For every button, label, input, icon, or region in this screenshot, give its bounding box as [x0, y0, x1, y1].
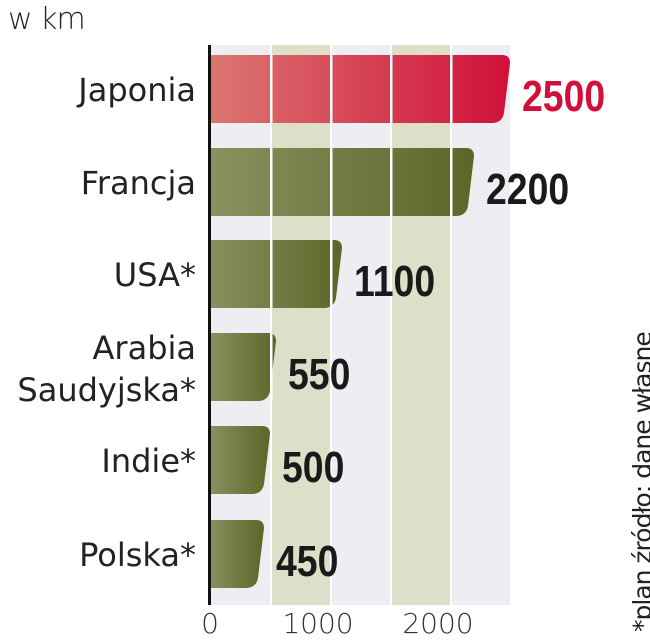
category-label: Saudyjska*: [17, 371, 196, 409]
grid-band: [452, 45, 510, 605]
y-axis-line: [208, 45, 211, 605]
category-label: Indie*: [101, 442, 196, 480]
bar-separator: [270, 148, 273, 216]
bar-2: [210, 240, 342, 308]
category-label: Arabia: [93, 329, 196, 367]
value-label: 2200: [486, 164, 569, 214]
value-label: 500: [282, 442, 344, 492]
bar-separator: [450, 55, 453, 123]
bar-1: [210, 148, 474, 216]
source-note: *plan źródło: dane własne: [628, 332, 650, 632]
bar-separator: [330, 240, 333, 308]
bar-separator: [270, 240, 273, 308]
grid-band: [332, 45, 390, 605]
value-label: 1100: [354, 256, 435, 306]
value-label: 2500: [522, 71, 605, 121]
grid-band: [272, 45, 330, 605]
bar-separator: [330, 55, 333, 123]
value-label: 550: [288, 349, 350, 399]
x-tick-label: 1000: [282, 607, 353, 640]
bar-separator: [390, 55, 393, 123]
bar-3: [210, 333, 276, 401]
x-tick-label: 0: [201, 607, 219, 640]
category-label: Francja: [81, 164, 196, 202]
grid-band: [210, 45, 270, 605]
category-label: USA*: [114, 256, 196, 294]
value-label: 450: [276, 536, 338, 586]
grid-band: [392, 45, 450, 605]
bar-separator: [390, 148, 393, 216]
unit-label: w km: [8, 2, 86, 37]
bar-0: [210, 55, 510, 123]
category-label: Polska*: [79, 536, 196, 574]
bar-separator: [270, 333, 273, 401]
bar-4: [210, 426, 270, 494]
bar-5: [210, 520, 264, 588]
bar-separator: [450, 148, 453, 216]
bar-separator: [270, 55, 273, 123]
bar-separator: [330, 148, 333, 216]
category-label: Japonia: [76, 71, 196, 109]
x-tick-label: 2000: [402, 607, 473, 640]
